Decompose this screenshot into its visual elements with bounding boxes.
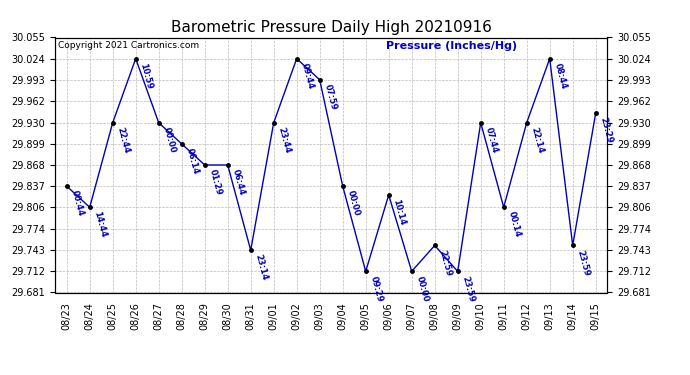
Text: 08:44: 08:44 — [553, 62, 568, 90]
Text: Copyright 2021 Cartronics.com: Copyright 2021 Cartronics.com — [58, 41, 199, 50]
Text: 00:00: 00:00 — [161, 126, 177, 154]
Text: 09:44: 09:44 — [299, 62, 315, 90]
Text: 22:44: 22:44 — [115, 126, 131, 154]
Text: 23:59: 23:59 — [460, 275, 476, 303]
Text: Pressure (Inches/Hg): Pressure (Inches/Hg) — [386, 41, 518, 51]
Text: 09:29: 09:29 — [368, 275, 384, 303]
Text: 00:44: 00:44 — [70, 189, 85, 217]
Text: 14:44: 14:44 — [92, 211, 108, 239]
Text: 23:59: 23:59 — [575, 249, 591, 277]
Text: 01:29: 01:29 — [208, 168, 223, 196]
Title: Barometric Pressure Daily High 20210916: Barometric Pressure Daily High 20210916 — [170, 20, 492, 35]
Text: 23:44: 23:44 — [277, 126, 292, 154]
Text: 23:29: 23:29 — [598, 117, 614, 145]
Text: 22:14: 22:14 — [529, 126, 545, 154]
Text: 06:14: 06:14 — [184, 147, 200, 176]
Text: 00:00: 00:00 — [346, 189, 361, 217]
Text: 07:59: 07:59 — [322, 83, 338, 111]
Text: 22:59: 22:59 — [437, 249, 453, 277]
Text: 07:44: 07:44 — [484, 126, 499, 154]
Text: 10:59: 10:59 — [139, 62, 154, 90]
Text: 00:14: 00:14 — [506, 211, 522, 239]
Text: 06:44: 06:44 — [230, 168, 246, 196]
Text: 10:14: 10:14 — [391, 198, 407, 226]
Text: 00:00: 00:00 — [415, 275, 430, 303]
Text: 23:14: 23:14 — [253, 254, 269, 282]
